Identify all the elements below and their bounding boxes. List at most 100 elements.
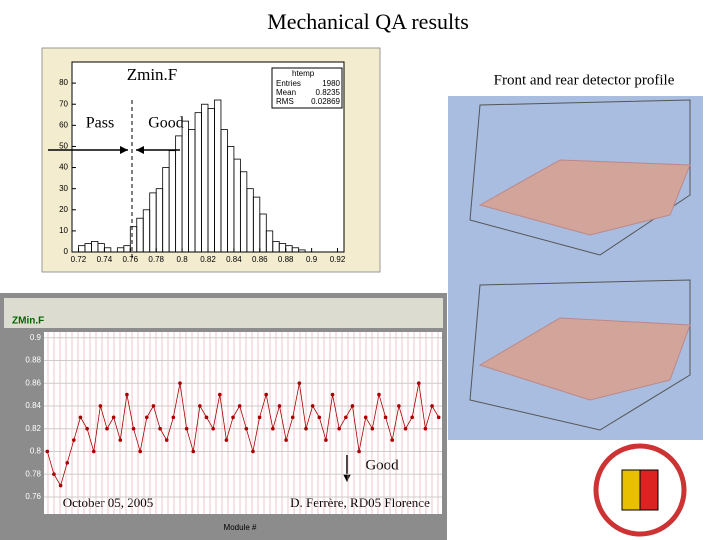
data-point	[310, 404, 315, 408]
data-point	[377, 392, 381, 397]
histogram-bar	[298, 249, 306, 253]
stats-box	[271, 67, 343, 109]
data-point	[390, 438, 395, 442]
data-point	[91, 449, 96, 454]
data-point	[284, 438, 288, 442]
data-point	[105, 426, 109, 431]
y-tick-label: 0.76	[25, 492, 41, 501]
stats-label: RMS	[276, 97, 294, 106]
data-point	[297, 381, 302, 385]
stats-label: Mean	[276, 88, 296, 97]
histogram-title: Zmin.F	[127, 65, 178, 84]
data-point	[164, 438, 169, 442]
arrow-head	[343, 474, 351, 482]
data-point	[383, 415, 388, 420]
x-tick-label: 0.76	[122, 255, 138, 264]
data-point	[430, 404, 434, 408]
y-tick-label: 0.78	[25, 469, 41, 478]
data-point	[244, 426, 249, 431]
y-tick-label: 50	[59, 142, 68, 151]
y-tick-label: 0.9	[30, 333, 42, 342]
toolbar	[4, 298, 443, 328]
data-point	[98, 404, 103, 408]
data-point	[350, 404, 355, 408]
good-label: Good	[148, 115, 184, 132]
data-point	[304, 426, 308, 431]
surface	[478, 159, 691, 236]
y-tick-label: 0	[64, 247, 69, 256]
data-point	[171, 415, 176, 420]
timeseries-title: ZMin.F	[12, 316, 44, 327]
data-point	[317, 415, 322, 420]
good-label: Good	[365, 457, 399, 473]
data-point	[363, 415, 368, 420]
data-point	[403, 426, 408, 431]
data-point	[151, 404, 156, 408]
x-tick-label: 0.9	[306, 255, 318, 264]
data-point	[211, 426, 215, 431]
y-tick-label: 0.88	[25, 356, 41, 365]
data-point	[397, 404, 401, 408]
data-point	[65, 461, 70, 465]
y-tick-label: 0.84	[25, 401, 41, 410]
data-point	[436, 415, 441, 420]
y-tick-label: 80	[59, 78, 68, 87]
data-point	[357, 449, 361, 454]
x-tick-label: 0.84	[226, 255, 242, 264]
stats-value: 1980	[322, 79, 340, 88]
data-point	[158, 426, 162, 431]
profile-title: Front and rear detector profile	[494, 72, 675, 88]
stats-label: Entries	[276, 79, 301, 88]
data-point	[145, 415, 149, 420]
y-tick-label: 0.86	[25, 378, 41, 387]
x-tick-label: 0.8	[177, 255, 189, 264]
y-tick-label: 40	[59, 163, 68, 172]
stats-value: 0.8235	[316, 88, 341, 97]
x-tick-label: 0.92	[330, 255, 346, 264]
frame	[469, 99, 691, 256]
data-point	[198, 404, 202, 408]
timeseries-plot	[44, 332, 442, 514]
data-point	[324, 438, 328, 442]
data-point	[416, 381, 421, 385]
arrow-head	[120, 146, 128, 154]
x-tick-label: 0.78	[148, 255, 164, 264]
data-point	[85, 426, 89, 431]
data-point	[257, 415, 262, 420]
data-point	[370, 426, 375, 431]
histogram-bar	[103, 247, 112, 253]
stats-name: htemp	[292, 69, 315, 78]
pass-label: Pass	[86, 115, 114, 132]
data-point	[52, 472, 56, 476]
data-point	[138, 449, 142, 454]
x-tick-label: 0.88	[278, 255, 294, 264]
data-point	[191, 449, 196, 454]
data-point	[125, 392, 129, 397]
data-point	[72, 438, 76, 442]
data-point	[118, 438, 123, 442]
arrow-head	[136, 146, 144, 154]
data-point	[237, 404, 242, 408]
data-point	[423, 426, 428, 431]
data-point	[111, 415, 116, 420]
data-point	[410, 415, 414, 420]
stats-value: 0.02869	[311, 97, 340, 106]
data-point	[264, 392, 269, 397]
data-point	[58, 483, 63, 488]
data-point	[178, 381, 182, 385]
y-tick-label: 30	[59, 184, 68, 193]
x-tick-label: 0.74	[97, 255, 113, 264]
series-line	[46, 383, 440, 487]
data-point	[131, 426, 136, 431]
x-tick-label: 0.82	[200, 255, 216, 264]
data-point	[330, 392, 335, 397]
logo-shield	[621, 469, 641, 511]
data-point	[337, 426, 341, 431]
data-point	[204, 415, 209, 420]
y-tick-label: 0.82	[25, 424, 41, 433]
y-tick-label: 10	[59, 226, 68, 235]
data-point	[251, 449, 255, 454]
y-tick-label: 0.8	[30, 447, 42, 456]
data-point	[224, 438, 229, 442]
